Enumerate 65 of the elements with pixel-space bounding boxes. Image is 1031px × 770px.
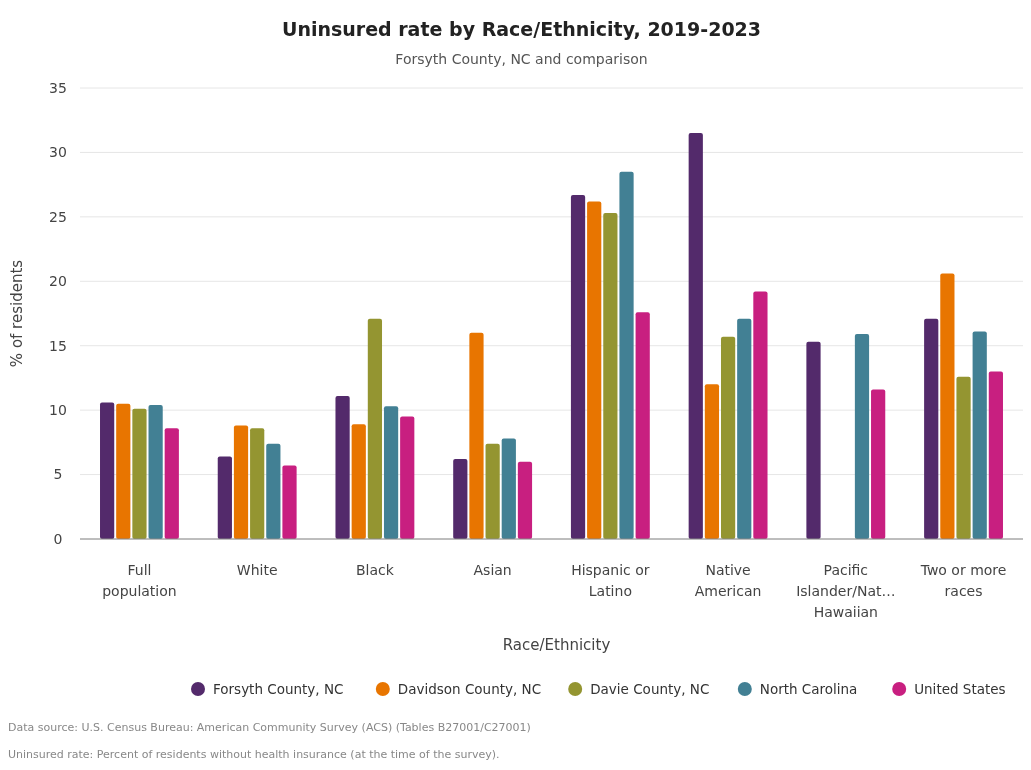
bar: [148, 404, 163, 539]
bar: [587, 201, 602, 539]
bar: [400, 416, 415, 539]
bar: [854, 334, 870, 539]
y-tick-label: 15: [49, 337, 67, 354]
x-tick-label: Asian: [473, 562, 512, 578]
bar: [250, 428, 265, 539]
y-tick-label: 0: [53, 530, 63, 547]
legend-label: Davie County, NC: [590, 680, 710, 697]
bar: [988, 371, 1003, 539]
bar: [116, 403, 131, 539]
bar: [282, 465, 297, 539]
bar: [266, 443, 281, 539]
bar: [453, 459, 468, 539]
chart-title: Uninsured rate by Race/Ethnicity, 2019-2023: [281, 18, 762, 40]
x-axis-title: Race/Ethnicity: [502, 636, 611, 654]
bar: [972, 331, 987, 539]
legend-label: Davidson County, NC: [397, 680, 542, 697]
legend-label: North Carolina: [759, 680, 858, 697]
chart-subtitle: Forsyth County, NC and comparison: [395, 51, 648, 67]
bar: [351, 424, 366, 539]
bar: [501, 438, 516, 539]
bar: [806, 341, 821, 539]
x-tick-label: Full population: [102, 562, 177, 599]
y-tick-label: 20: [49, 273, 67, 290]
legend-label: Forsyth County, NC: [213, 680, 344, 697]
bar: [635, 312, 650, 539]
bar: [217, 456, 232, 539]
bar: [871, 389, 886, 539]
bar: [603, 212, 618, 539]
bar: [737, 318, 752, 539]
bar: [619, 171, 634, 539]
legend-label: United States: [914, 680, 1006, 697]
bar: [940, 273, 955, 539]
x-tick-label: Pacific Islander/Nat… Hawaiian: [796, 562, 896, 620]
bar: [367, 318, 383, 539]
x-tick-label: Black: [355, 562, 395, 578]
source-note: Data source: U.S. Census Bureau: American Community Survey (ACS) (Tables B27001/C27001): [8, 721, 531, 734]
bar: [720, 336, 736, 539]
y-tick-label: 30: [49, 144, 67, 161]
bar: [469, 332, 484, 539]
x-tick-label: White: [236, 562, 278, 578]
bar: [132, 408, 147, 539]
bar: [688, 133, 703, 539]
bar: [383, 406, 399, 539]
bar: [924, 318, 939, 539]
y-tick-label: 25: [49, 208, 67, 225]
bar: [753, 291, 768, 539]
text: Uninsured rate: Percent of residents without health insurance (at the time of the survey).: [8, 748, 500, 761]
y-axis-title: % of residents: [8, 259, 26, 368]
bar: [335, 395, 350, 539]
bar: [517, 461, 533, 539]
bar: [233, 425, 249, 539]
y-tick-label: 5: [53, 466, 63, 483]
y-tick-label: 10: [49, 402, 67, 419]
bar: [570, 194, 586, 539]
bar: [485, 443, 500, 539]
y-tick-label: 35: [49, 79, 67, 96]
x-tick-label: Hispanic or Latino: [571, 562, 650, 599]
bar: [704, 384, 720, 539]
x-tick-label: Native American: [694, 562, 762, 599]
x-tick-label: Two or more races: [919, 562, 1007, 599]
bar: [956, 376, 971, 539]
bar: [100, 402, 115, 539]
bar: [164, 428, 179, 539]
